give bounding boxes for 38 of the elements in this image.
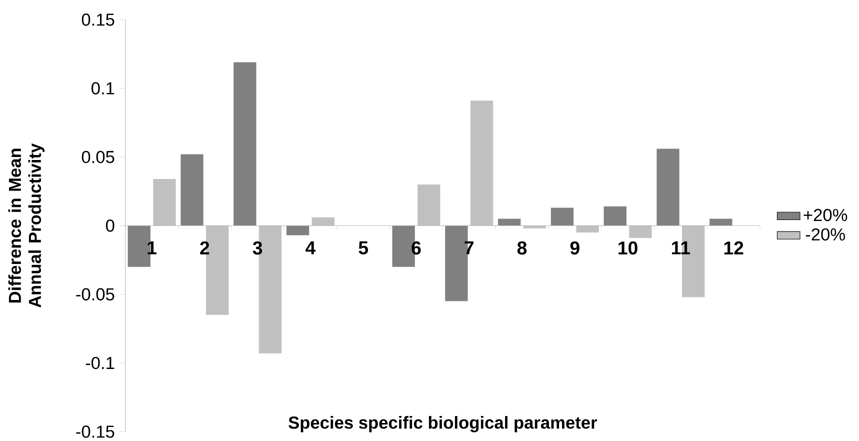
legend-label: +20% xyxy=(804,208,848,222)
y-tick-label: -0.15 xyxy=(76,426,114,438)
x-axis-title: Species specific biological parameter xyxy=(288,416,598,432)
x-tick-label: 5 xyxy=(358,241,368,254)
x-tick-label: 7 xyxy=(464,241,474,254)
x-tick-label: 11 xyxy=(672,241,690,254)
y-tick-label: 0.05 xyxy=(82,150,114,164)
x-tick-label: 3 xyxy=(252,241,262,255)
bar xyxy=(153,178,176,226)
y-tick-label: -0.05 xyxy=(76,288,114,300)
bar xyxy=(576,226,599,233)
x-tick-label: 10 xyxy=(618,241,638,255)
y-tick-label: 0.15 xyxy=(82,14,114,26)
bar xyxy=(180,154,204,226)
y-axis-title: Difference in Mean Annual Productivity xyxy=(8,143,44,308)
x-tick-label: 8 xyxy=(517,241,527,255)
x-tick-label: 6 xyxy=(412,241,421,255)
bar xyxy=(604,206,626,226)
x-tick-label: 4 xyxy=(306,241,316,254)
bar xyxy=(470,100,494,226)
bar xyxy=(523,226,546,228)
bar xyxy=(710,218,732,226)
bar xyxy=(629,226,652,238)
bar xyxy=(234,62,256,226)
bar xyxy=(550,208,574,226)
x-tick-label: 1 xyxy=(148,241,156,254)
y-tick-label: 0 xyxy=(106,220,114,232)
bar xyxy=(418,184,440,226)
x-tick-label: 2 xyxy=(200,241,210,254)
legend-label: -20% xyxy=(806,228,845,241)
bar xyxy=(312,217,334,226)
bar xyxy=(498,218,521,226)
bar xyxy=(286,226,310,236)
bar xyxy=(656,148,680,226)
y-tick-label: 0.1 xyxy=(92,82,114,94)
y-tick-label: -0.1 xyxy=(86,356,114,370)
x-tick-label: 12 xyxy=(724,241,744,254)
x-tick-label: 9 xyxy=(570,241,580,255)
